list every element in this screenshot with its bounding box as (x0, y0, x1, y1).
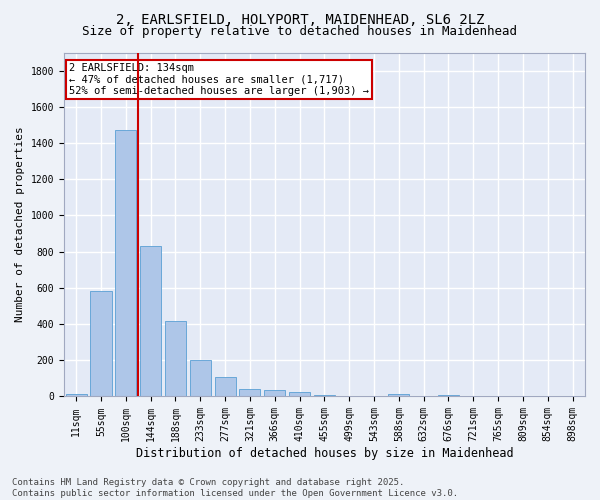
Bar (289, 392, 310, 396)
Text: Contains HM Land Registry data © Crown copyright and database right 2025.
Contai: Contains HM Land Registry data © Crown c… (12, 478, 458, 498)
X-axis label: Distribution of detached houses by size in Maidenhead: Distribution of detached houses by size … (136, 447, 513, 460)
Y-axis label: Number of detached properties: Number of detached properties (15, 126, 25, 322)
Bar (115, 130, 136, 396)
Text: 2 EARLSFIELD: 134sqm
← 47% of detached houses are smaller (1,717)
52% of semi-de: 2 EARLSFIELD: 134sqm ← 47% of detached h… (69, 63, 369, 96)
Bar (264, 390, 285, 396)
Bar (190, 360, 211, 396)
Bar (314, 394, 335, 396)
Bar (438, 394, 459, 396)
Bar (91, 290, 112, 397)
Bar (65, 394, 87, 396)
Text: Size of property relative to detached houses in Maidenhead: Size of property relative to detached ho… (83, 25, 517, 38)
Bar (165, 322, 186, 396)
Text: 2, EARLSFIELD, HOLYPORT, MAIDENHEAD, SL6 2LZ: 2, EARLSFIELD, HOLYPORT, MAIDENHEAD, SL6… (116, 12, 484, 26)
Bar (215, 378, 236, 396)
Bar (239, 389, 260, 396)
Bar (388, 394, 409, 396)
Bar (140, 246, 161, 396)
